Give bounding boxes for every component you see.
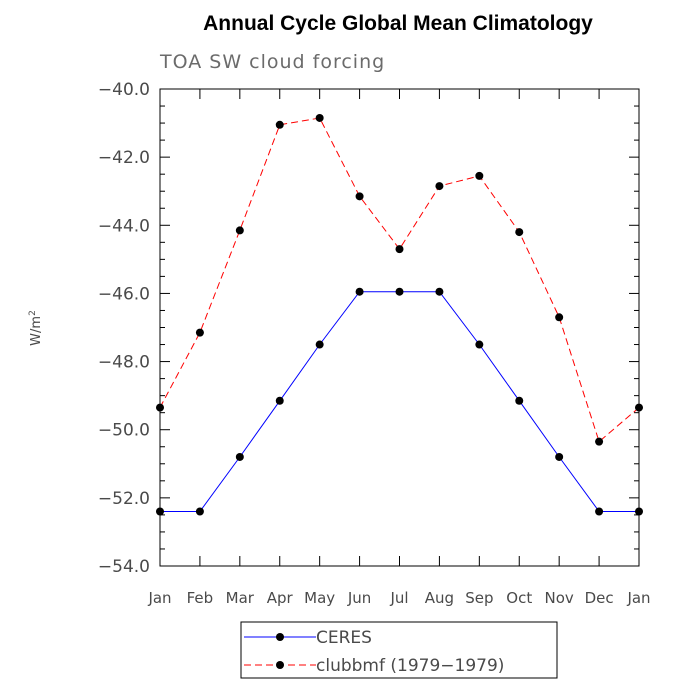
- y-axis-label-exponent: 2: [28, 310, 38, 316]
- y-axis-label: W/m2: [28, 310, 44, 346]
- x-tick-label: Aug: [425, 589, 454, 607]
- data-point-0: [355, 287, 364, 296]
- x-axis: Jan Feb Mar Apr May Jun Jul Aug Sep Oct Nov Dec Jan: [147, 89, 651, 607]
- y-tick-label: −42.0: [98, 148, 150, 168]
- data-point-0: [315, 340, 324, 349]
- data-point-0: [395, 287, 404, 296]
- chart-title: Annual Cycle Global Mean Climatology: [203, 12, 593, 35]
- data-point-0: [635, 507, 643, 516]
- y-axis-label-unit: W/m: [29, 316, 44, 346]
- plot-border: [159, 88, 640, 567]
- data-point-0: [156, 507, 164, 516]
- data-point-0: [435, 287, 444, 296]
- data-point-1: [235, 226, 244, 235]
- y-axis: −54.0 −52.0 −50.0 −48.0 −46.0 −44.0 −42.0 −40.0: [98, 80, 639, 577]
- legend: CERES clubbmf (1979−1979): [240, 621, 558, 679]
- data-point-1: [475, 171, 484, 180]
- series-line-0: [160, 291, 639, 512]
- x-tick-label: Jun: [347, 589, 371, 607]
- y-tick-label: −40.0: [98, 80, 150, 100]
- legend-label-ceres: CERES: [316, 628, 372, 648]
- y-tick-label: −44.0: [98, 216, 150, 236]
- data-point-1: [156, 403, 164, 412]
- legend-marker-ceres: [276, 633, 284, 641]
- x-tick-label: Oct: [506, 589, 532, 607]
- data-point-0: [595, 507, 604, 516]
- data-point-1: [635, 403, 643, 412]
- x-tick-label: Jan: [626, 589, 650, 607]
- data-point-1: [395, 245, 404, 254]
- data-point-1: [315, 113, 324, 122]
- series-layer: [156, 113, 643, 516]
- legend-box: [240, 621, 558, 679]
- data-point-1: [595, 437, 604, 446]
- data-point-1: [435, 182, 444, 191]
- data-point-0: [195, 507, 204, 516]
- x-tick-label: May: [304, 589, 335, 607]
- series-line-1: [159, 117, 640, 443]
- chart-subtitle: TOA SW cloud forcing: [159, 51, 385, 73]
- x-tick-label: Nov: [545, 589, 574, 607]
- data-point-1: [195, 328, 204, 337]
- data-point-1: [555, 313, 564, 322]
- y-tick-label: −48.0: [98, 353, 150, 373]
- y-tick-label: −50.0: [98, 421, 150, 441]
- data-point-0: [475, 340, 484, 349]
- y-tick-label: −54.0: [98, 557, 150, 577]
- x-tick-label: Jul: [389, 589, 408, 607]
- x-tick-label: Jan: [147, 589, 171, 607]
- data-point-0: [515, 396, 524, 405]
- x-tick-label: Feb: [187, 589, 214, 607]
- data-point-0: [555, 452, 564, 461]
- data-point-1: [515, 228, 524, 237]
- plot-area: [159, 88, 640, 567]
- x-tick-label: Mar: [226, 589, 255, 607]
- x-tick-label: Dec: [585, 589, 614, 607]
- x-tick-label: Apr: [267, 589, 294, 607]
- legend-marker-clubbmf: [276, 661, 284, 669]
- data-point-0: [275, 396, 284, 405]
- data-point-1: [275, 120, 284, 129]
- data-point-1: [355, 192, 364, 201]
- x-tick-label: Sep: [465, 589, 493, 607]
- legend-label-clubbmf: clubbmf (1979−1979): [316, 656, 504, 676]
- y-tick-label: −52.0: [98, 489, 150, 509]
- y-tick-label: −46.0: [98, 284, 150, 304]
- data-point-0: [235, 452, 244, 461]
